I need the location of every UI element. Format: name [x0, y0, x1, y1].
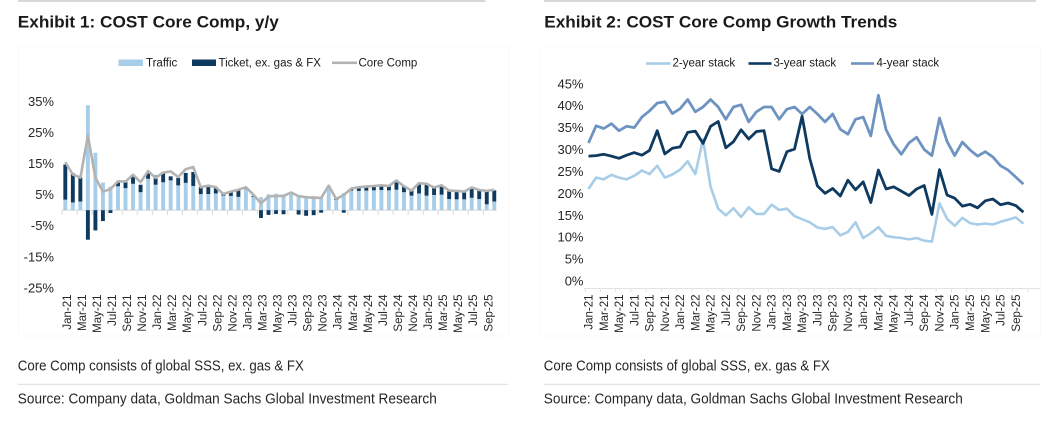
svg-text:Nov-21: Nov-21: [660, 295, 672, 332]
svg-text:Jan-23: Jan-23: [242, 295, 254, 330]
svg-text:Core Comp: Core Comp: [359, 58, 418, 70]
svg-text:May-21: May-21: [614, 295, 626, 333]
svg-text:May-23: May-23: [273, 295, 285, 333]
svg-text:-25%: -25%: [24, 280, 55, 295]
svg-text:Nov-24: Nov-24: [935, 294, 947, 332]
svg-text:30%: 30%: [557, 142, 583, 157]
svg-text:May-21: May-21: [92, 295, 104, 333]
svg-text:40%: 40%: [557, 98, 583, 113]
svg-text:35%: 35%: [557, 120, 583, 135]
svg-text:Sep-22: Sep-22: [736, 295, 748, 332]
svg-text:Sep-23: Sep-23: [828, 295, 840, 332]
svg-text:Jan-25: Jan-25: [950, 295, 962, 330]
svg-text:Mar-22: Mar-22: [167, 295, 179, 331]
svg-text:Sep-25: Sep-25: [483, 295, 495, 332]
svg-text:May-22: May-22: [706, 295, 718, 333]
svg-text:Mar-23: Mar-23: [258, 295, 270, 331]
svg-text:Sep-24: Sep-24: [393, 294, 405, 332]
svg-text:5%: 5%: [35, 187, 54, 202]
svg-text:Mar-21: Mar-21: [77, 295, 89, 331]
svg-text:Sep-22: Sep-22: [212, 295, 224, 332]
svg-text:25%: 25%: [557, 164, 583, 179]
svg-text:Jul-25: Jul-25: [468, 295, 480, 326]
svg-text:-15%: -15%: [24, 249, 55, 264]
svg-text:5%: 5%: [565, 252, 584, 267]
svg-text:Jan-22: Jan-22: [675, 295, 687, 330]
svg-text:Nov-21: Nov-21: [137, 295, 149, 332]
svg-text:May-24: May-24: [889, 294, 901, 333]
svg-text:Sep-21: Sep-21: [645, 295, 657, 332]
svg-text:Jul-22: Jul-22: [721, 295, 733, 326]
svg-text:45%: 45%: [557, 76, 583, 91]
svg-text:Nov-22: Nov-22: [227, 295, 239, 332]
svg-text:Nov-23: Nov-23: [843, 295, 855, 332]
svg-text:4-year stack: 4-year stack: [877, 58, 940, 70]
svg-text:-5%: -5%: [31, 218, 55, 233]
svg-text:Jan-25: Jan-25: [423, 295, 435, 330]
svg-text:20%: 20%: [557, 186, 583, 201]
svg-text:Mar-21: Mar-21: [599, 295, 611, 331]
svg-text:15%: 15%: [28, 156, 54, 171]
svg-text:Jan-23: Jan-23: [767, 295, 779, 330]
svg-text:Jul-21: Jul-21: [629, 295, 641, 326]
svg-text:Jan-22: Jan-22: [152, 295, 164, 330]
svg-text:35%: 35%: [28, 94, 54, 109]
svg-text:Sep-24: Sep-24: [919, 294, 931, 332]
svg-text:May-25: May-25: [980, 295, 992, 333]
svg-text:3-year stack: 3-year stack: [774, 58, 837, 70]
svg-text:May-25: May-25: [453, 295, 465, 333]
svg-text:Jul-23: Jul-23: [812, 295, 824, 326]
svg-text:Nov-24: Nov-24: [408, 294, 420, 332]
svg-text:Mar-25: Mar-25: [965, 295, 977, 331]
svg-text:10%: 10%: [557, 230, 583, 245]
svg-text:Nov-23: Nov-23: [318, 295, 330, 332]
svg-text:Jul-24: Jul-24: [904, 294, 916, 326]
svg-text:Jan-24: Jan-24: [333, 294, 345, 330]
svg-text:Source: Company data, Goldman: Source: Company data, Goldman Sachs Glob…: [544, 392, 963, 408]
svg-text:Jul-24: Jul-24: [378, 294, 390, 326]
svg-text:Core Comp consists of global S: Core Comp consists of global SSS, ex. ga…: [18, 358, 304, 374]
svg-text:May-23: May-23: [797, 295, 809, 333]
svg-text:Jan-21: Jan-21: [62, 295, 74, 330]
svg-text:Nov-22: Nov-22: [751, 295, 763, 332]
svg-text:2-year stack: 2-year stack: [673, 58, 736, 70]
svg-text:May-22: May-22: [182, 295, 194, 333]
svg-text:Mar-22: Mar-22: [690, 295, 702, 331]
svg-text:15%: 15%: [557, 208, 583, 223]
svg-text:Jan-21: Jan-21: [584, 295, 596, 330]
svg-text:Sep-23: Sep-23: [303, 295, 315, 332]
svg-text:25%: 25%: [28, 125, 54, 140]
svg-text:Mar-25: Mar-25: [438, 295, 450, 331]
svg-text:Jul-25: Jul-25: [996, 295, 1008, 326]
svg-text:0%: 0%: [565, 274, 584, 289]
svg-text:Core Comp consists of global S: Core Comp consists of global SSS, ex. ga…: [544, 358, 830, 374]
svg-text:Source: Company data, Goldman: Source: Company data, Goldman Sachs Glob…: [18, 392, 437, 408]
svg-text:Exhibit 2: COST Core Comp Grow: Exhibit 2: COST Core Comp Growth Trends: [544, 13, 897, 32]
svg-text:Jul-21: Jul-21: [107, 295, 119, 326]
svg-text:Traffic: Traffic: [146, 58, 178, 70]
svg-text:Mar-24: Mar-24: [873, 294, 885, 331]
svg-text:Exhibit 1: COST Core Comp, y/y: Exhibit 1: COST Core Comp, y/y: [18, 13, 280, 32]
svg-text:Jul-23: Jul-23: [288, 295, 300, 326]
svg-text:Mar-23: Mar-23: [782, 295, 794, 331]
svg-text:Jan-24: Jan-24: [858, 294, 870, 330]
svg-text:Sep-25: Sep-25: [1011, 295, 1023, 332]
svg-text:Ticket, ex. gas & FX: Ticket, ex. gas & FX: [219, 58, 322, 70]
svg-text:Mar-24: Mar-24: [348, 294, 360, 331]
svg-text:Jul-22: Jul-22: [197, 295, 209, 326]
svg-text:May-24: May-24: [363, 294, 375, 333]
svg-text:Sep-21: Sep-21: [122, 295, 134, 332]
